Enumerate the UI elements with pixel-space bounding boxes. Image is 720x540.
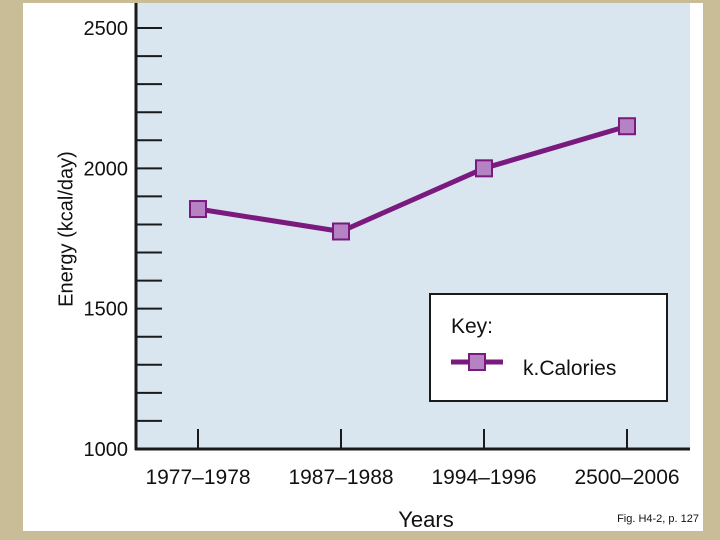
data-point-marker [332, 222, 350, 241]
legend-swatch-marker [468, 353, 486, 371]
x-tick-labels: 1977–1978 1987–1988 1994–1996 2500–2006 [145, 466, 679, 489]
y-tick-label: 2500 [84, 18, 129, 40]
series-line-kcalories [197, 123, 628, 234]
y-tick-label: 1500 [84, 299, 129, 321]
y-tick-label: 1000 [84, 439, 129, 461]
x-axis-title: Years [398, 507, 454, 532]
legend-label-kcalories: k.Calories [523, 357, 616, 380]
data-point-marker [475, 159, 493, 178]
x-tick-label: 1994–1996 [431, 466, 536, 489]
line-chart: 1000 1500 2000 2500 1977–1978 1987–1988 1994–… [84, 3, 690, 489]
series-markers [189, 117, 636, 241]
data-point-marker [618, 117, 636, 136]
legend-box [429, 293, 668, 402]
y-axis-title: Energy (kcal/day) [55, 151, 78, 307]
slide: 1000 1500 2000 2500 1977–1978 1987–1988 1994–… [23, 3, 703, 532]
x-ticks [197, 429, 628, 449]
x-tick-label: 2500–2006 [574, 466, 679, 489]
y-tick-labels: 1000 1500 2000 2500 [84, 18, 129, 461]
legend-title: Key: [451, 315, 493, 338]
y-tick-label: 2000 [84, 158, 129, 180]
figure-caption: Fig. H4-2, p. 127 [617, 513, 699, 525]
y-minor-ticks [136, 27, 162, 422]
data-point-marker [189, 200, 207, 219]
legend: Key: k.Calories [429, 293, 668, 402]
x-tick-label: 1987–1988 [288, 466, 393, 489]
x-tick-label: 1977–1978 [145, 466, 250, 489]
